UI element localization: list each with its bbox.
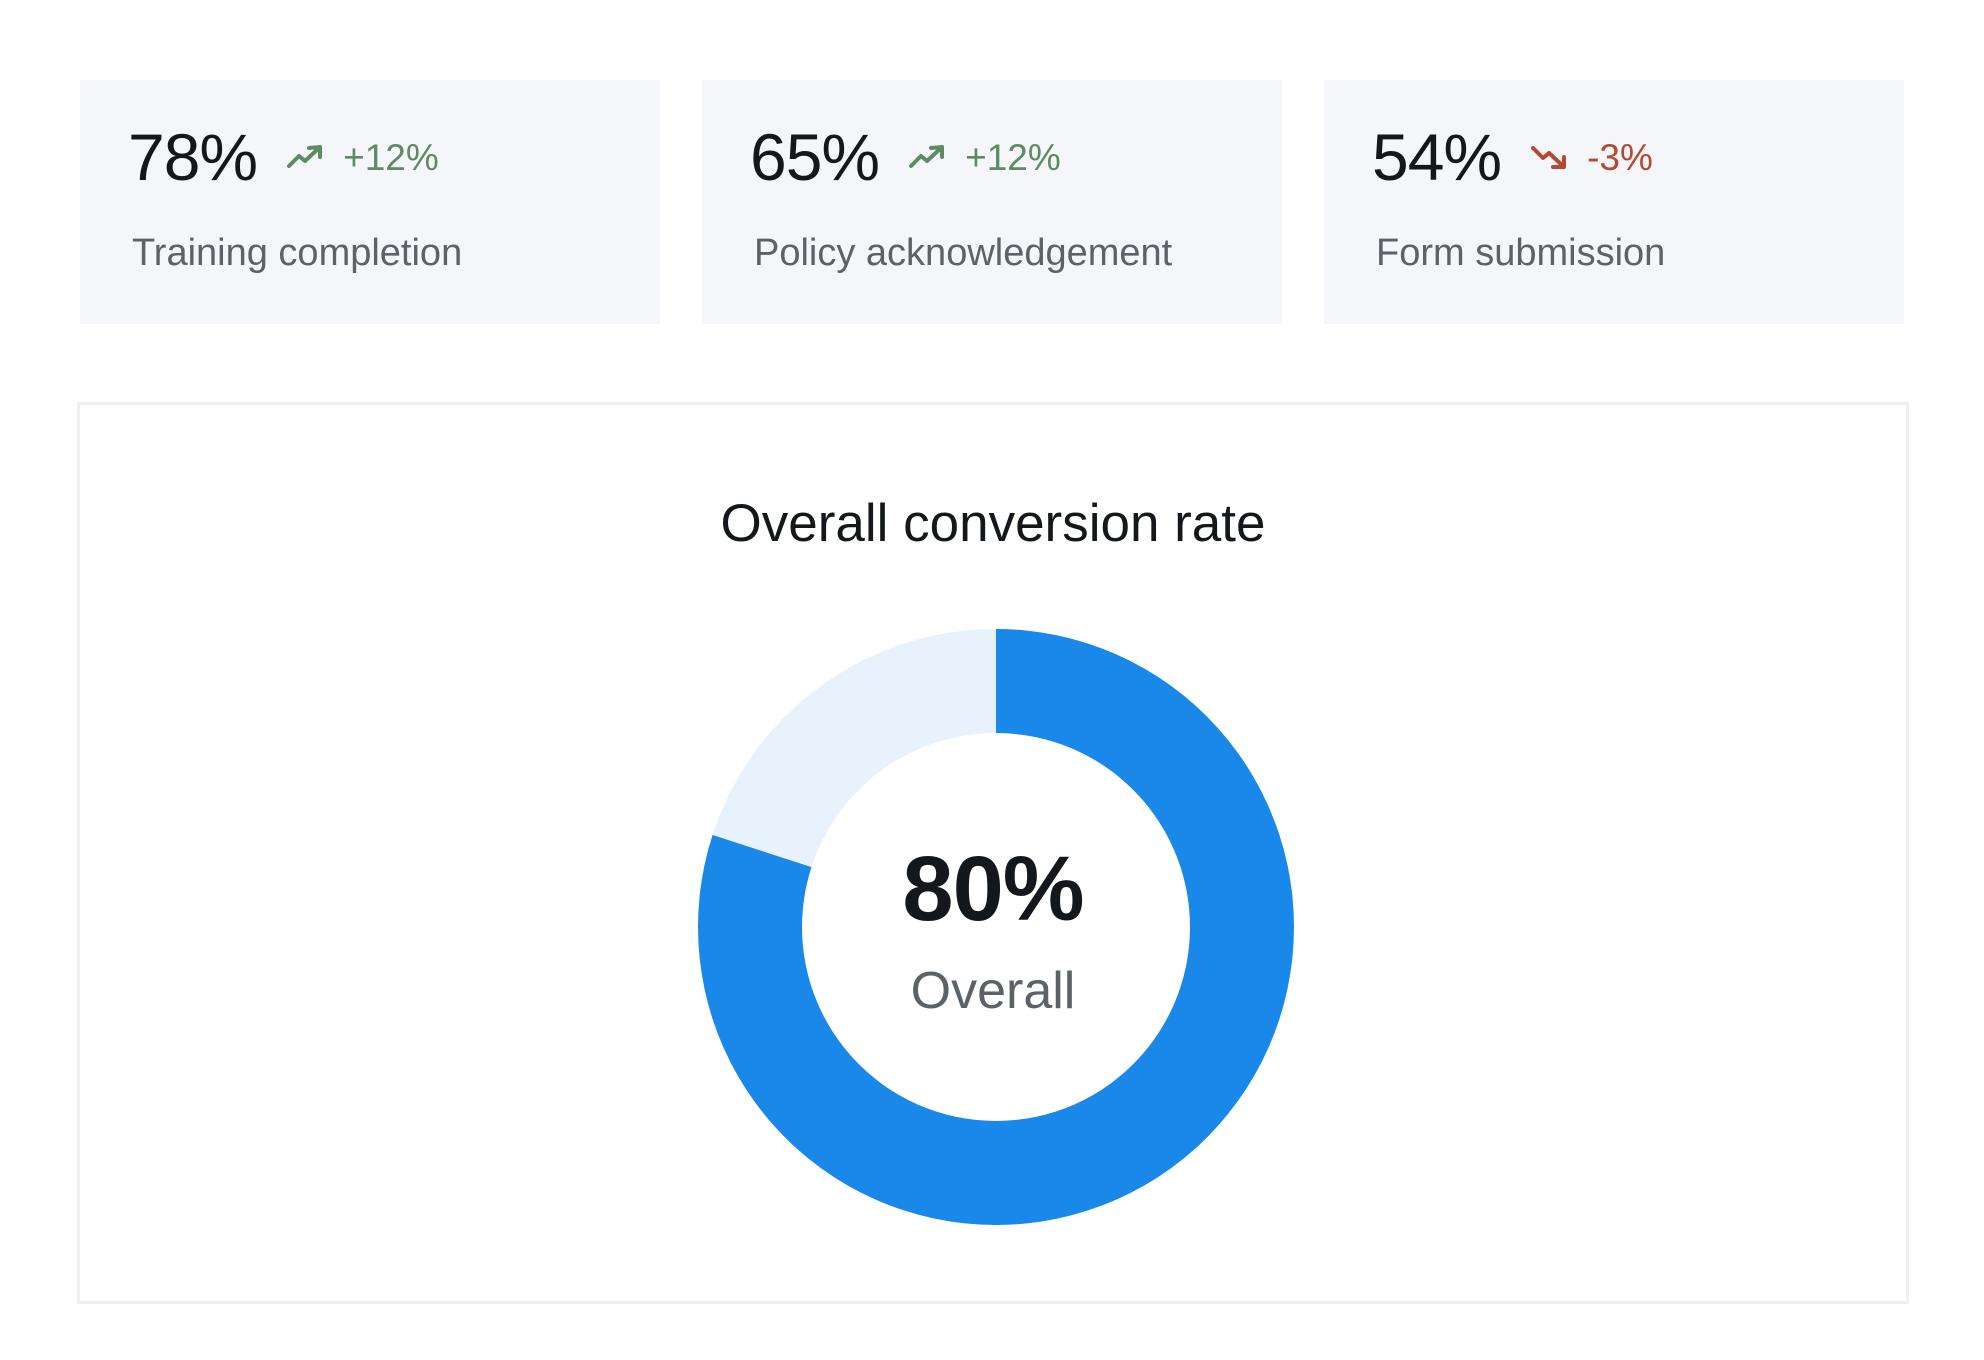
stat-change: -3%	[1587, 136, 1653, 178]
stat-card-form: 54% -3% Form submission	[1324, 80, 1904, 324]
donut-chart	[698, 629, 1294, 1225]
donut-center-label: Overall	[910, 962, 1076, 1020]
stat-label: Policy acknowledgement	[754, 232, 1173, 274]
stat-label: Form submission	[1376, 232, 1666, 274]
stat-change: +12%	[343, 136, 439, 178]
stat-row: 54% -3%	[1372, 124, 1653, 190]
stat-value: 54%	[1372, 120, 1502, 194]
stat-card-policy: 65% +12% Policy acknowledgement	[702, 80, 1282, 324]
donut-slice-converted	[698, 629, 1294, 1225]
stat-value: 78%	[128, 120, 258, 194]
donut-center-value: 80%	[902, 838, 1084, 940]
stat-value: 65%	[750, 120, 880, 194]
trending-up-icon	[907, 142, 949, 172]
trending-up-icon	[285, 142, 327, 172]
chart-title: Overall conversion rate	[720, 494, 1266, 553]
trending-down-icon	[1529, 142, 1571, 172]
stat-label: Training completion	[132, 232, 463, 274]
stat-row: 78% +12%	[128, 124, 439, 190]
stat-row: 65% +12%	[750, 124, 1061, 190]
donut-slice-remaining	[712, 629, 996, 868]
conversion-chart-panel: Overall conversion rate 80% Overall	[77, 402, 1909, 1304]
stat-change: +12%	[965, 136, 1061, 178]
stat-card-training: 78% +12% Training completion	[80, 80, 660, 324]
